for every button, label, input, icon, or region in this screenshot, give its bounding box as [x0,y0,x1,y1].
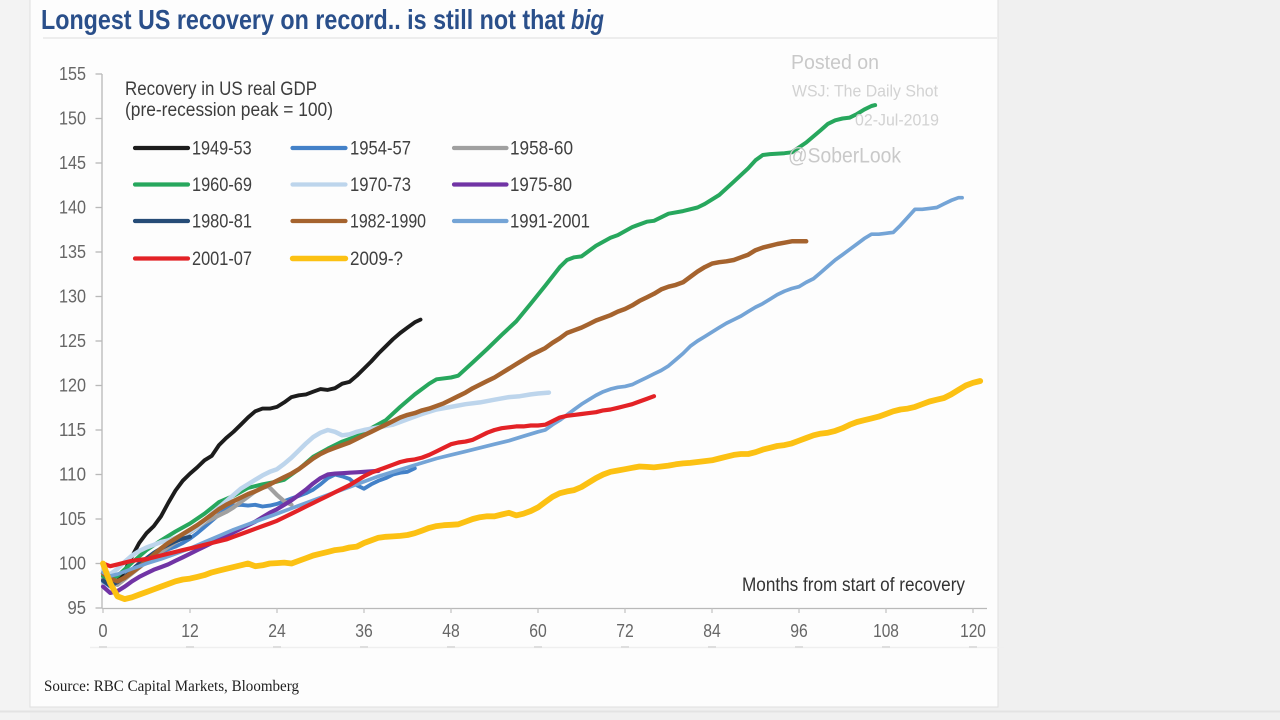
svg-text:1980-81: 1980-81 [192,212,252,233]
svg-text:115: 115 [59,420,86,440]
svg-text:150: 150 [59,109,86,129]
svg-text:105: 105 [59,509,86,529]
svg-text:1954-57: 1954-57 [350,139,411,160]
svg-text:1991-2001: 1991-2001 [510,212,590,233]
svg-text:120: 120 [59,376,86,396]
svg-text:02-Jul-2019: 02-Jul-2019 [855,112,939,130]
svg-text:100: 100 [59,554,86,574]
svg-text:125: 125 [59,331,86,351]
svg-text:Longest US recovery on record.: Longest US recovery on record.. is still… [41,4,565,35]
svg-text:Recovery in US real GDP: Recovery in US real GDP [125,79,317,100]
svg-text:60: 60 [529,621,547,641]
svg-text:155: 155 [59,64,86,84]
svg-text:120: 120 [960,621,986,641]
svg-text:96: 96 [790,621,808,641]
svg-text:WSJ: The Daily Shot: WSJ: The Daily Shot [792,83,938,101]
svg-text:24: 24 [268,621,286,641]
svg-text:Source: RBC Capital Markets, B: Source: RBC Capital Markets, Bloomberg [44,678,299,695]
svg-text:@SoberLook: @SoberLook [788,145,901,168]
svg-text:1958-60: 1958-60 [510,139,573,160]
svg-text:0: 0 [98,621,107,641]
svg-text:72: 72 [616,621,634,641]
svg-text:110: 110 [59,465,86,485]
svg-text:130: 130 [59,287,86,307]
svg-text:Months from start of recovery: Months from start of recovery [742,574,965,596]
svg-text:12: 12 [181,621,199,641]
svg-text:145: 145 [59,153,86,173]
svg-text:2009-?: 2009-? [350,249,403,270]
svg-text:84: 84 [703,621,721,641]
svg-text:1960-69: 1960-69 [192,175,252,196]
svg-text:Posted on: Posted on [791,52,879,74]
svg-text:36: 36 [355,621,373,641]
svg-text:1970-73: 1970-73 [350,175,411,196]
svg-text:big: big [571,4,604,35]
svg-text:48: 48 [442,621,460,641]
svg-text:140: 140 [59,198,86,218]
svg-text:135: 135 [59,242,86,262]
svg-text:1975-80: 1975-80 [510,175,572,196]
svg-text:1949-53: 1949-53 [192,139,252,160]
svg-text:1982-1990: 1982-1990 [350,212,426,233]
svg-text:2001-07: 2001-07 [192,249,252,270]
svg-text:(pre-recession peak = 100): (pre-recession peak = 100) [125,100,333,121]
svg-text:95: 95 [68,598,87,618]
svg-text:108: 108 [873,621,899,641]
